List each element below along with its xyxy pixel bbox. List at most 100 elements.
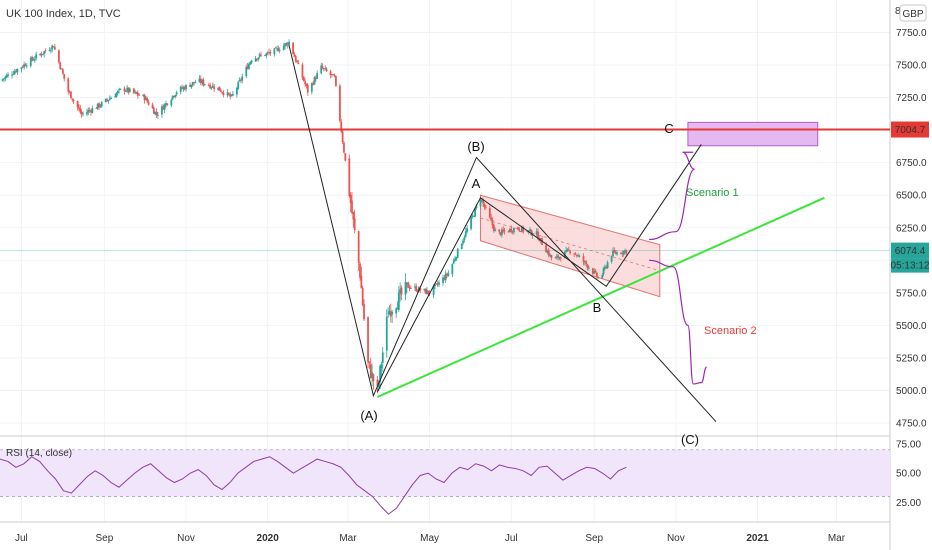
candle-body [91,108,94,113]
candle-body [466,228,468,232]
candle-body [372,374,375,382]
candle-body [191,81,194,85]
price-tick-label: 6250.0 [896,223,927,234]
candle-body [274,47,277,49]
candle-body [555,256,558,258]
channel-layer [479,194,661,298]
candle-body [33,59,36,60]
candle-body [250,60,253,63]
currency-badge-label: GBP [902,9,923,20]
candle-body [333,75,336,77]
candle-body [329,71,332,76]
rsi-label[interactable]: RSI (14, close) [6,448,72,459]
candle-body [357,231,360,263]
candle-body [90,110,92,113]
candle-body [624,250,626,252]
time-tick-label: Mar [339,533,357,544]
candle-body [240,79,242,81]
price-plot[interactable] [0,39,890,423]
candle-body [413,286,416,288]
candle-body [351,200,353,213]
time-axis[interactable]: Jul Sep Nov 2020 Mar May Jul Sep Nov 2021 Mar [15,533,846,544]
candle-body [471,215,474,217]
candle-body [463,237,466,240]
candle-body [427,290,430,294]
candle-body [321,66,324,69]
candle-body [416,291,419,292]
candle-body [124,90,127,92]
candle-body [277,48,280,52]
candle-body [183,87,186,90]
candle-body [108,98,111,101]
candle-body [565,250,568,252]
candle-body [229,94,232,97]
symbol-label[interactable]: UK 100 Index, 1D, TVC [6,8,121,20]
candle-body [241,76,244,81]
candle-body [49,50,52,51]
candle-body [144,97,147,101]
candle-body [423,288,426,290]
candle-body [361,288,364,305]
candle-body [88,110,91,112]
candle-body [79,108,82,113]
candle-body [324,68,327,70]
price-axis[interactable]: 4750.05000.05250.05500.05750.06000.06250… [896,28,927,429]
candle-body [265,53,268,56]
candle-body [400,287,403,295]
candle-body [620,252,622,254]
annotations: (A) (B) (C) A B C Scenario 1 Scenario 2 [360,121,756,447]
wave-label-big-C: (C) [681,432,699,447]
candle-body [605,266,608,268]
candle-body [456,248,459,258]
candle-body [408,287,411,289]
candle-body [257,57,260,60]
candle-body [60,68,63,70]
price-tick-label: 6500.0 [896,191,927,202]
candle-body [11,74,13,76]
candle-body [161,106,163,115]
candle-body [78,107,80,109]
candle-body [211,85,214,88]
candle-body [276,47,278,49]
candle-body [582,256,585,262]
resistance-badge: 7004.7 [891,121,929,138]
candlestick-series [1,39,628,394]
descending-channel [479,194,661,298]
candle-body [587,267,590,269]
candle-body [202,79,205,85]
candle-body [221,91,224,93]
currency-badge[interactable]: GBP [899,4,927,22]
candle-body [217,87,220,90]
candle-body [502,229,505,232]
last-price-badge-label: 6074.4 [895,246,926,257]
channel-midline [480,217,660,272]
candle-body [286,43,289,46]
candle-body [339,85,341,121]
candle-body [316,73,319,79]
candle-body [260,54,262,56]
candle-body [193,81,195,83]
candle-body [594,270,597,273]
time-tick-label: 2020 [257,533,280,544]
rsi-pane[interactable] [0,449,890,515]
candle-body [491,220,494,226]
candle-body [258,54,261,57]
candle-body [447,273,450,276]
candle-body [87,110,90,113]
candle-body [209,84,212,89]
candle-body [474,208,477,217]
candle-body [5,75,8,78]
candle-body [446,273,448,276]
wave-path-inner [376,144,702,392]
candle-body [246,66,249,70]
candle-body [341,131,344,143]
candle-body [203,84,206,86]
candle-body [596,272,598,278]
candle-body [248,63,250,70]
candle-body [32,59,35,61]
candle-body [444,273,447,281]
price-tick-label: 5500.0 [896,321,927,332]
candle-body [235,87,238,95]
candle-body [189,84,191,87]
